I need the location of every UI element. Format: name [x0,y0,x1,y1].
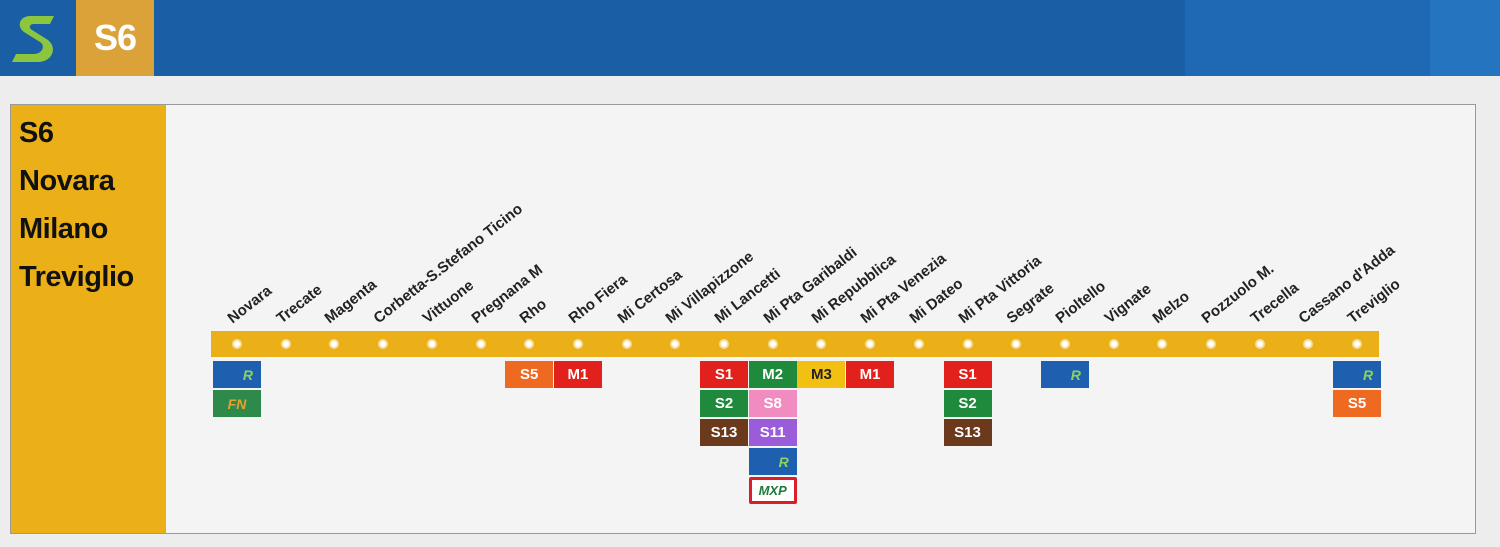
connection-badge-s5: S5 [505,361,554,388]
station-dot [426,339,437,349]
station-dot [280,339,291,349]
station-dot [767,339,778,349]
s-logo-icon [0,0,76,76]
station-dot [865,339,876,349]
route-origin: Novara [19,165,115,197]
route-title-column: S6 Novara Milano Treviglio [11,105,166,533]
connection-badge-r: R [1333,361,1382,388]
header-bar [0,0,1500,76]
station-dot [1108,339,1119,349]
connection-badge-s1: S1 [943,361,992,388]
connection-badge-s2: S2 [943,390,992,417]
connection-badge-s5: S5 [1333,390,1382,417]
station-dot [1254,339,1265,349]
station-dot [1206,339,1216,349]
connection-badge-m1: M1 [846,361,895,388]
station-dot [621,339,632,349]
connection-badge-s8: S8 [748,390,797,417]
station-dot [719,339,729,349]
connection-badge-m3: M3 [797,361,846,388]
station-dot [1059,339,1070,349]
station-dot [475,339,486,349]
station-dot [670,339,681,349]
connection-badge-s13: S13 [943,419,992,446]
route-destination: Treviglio [19,261,134,293]
connection-badge-r: R [1040,361,1089,388]
connection-badge-s1: S1 [700,361,748,388]
station-dot [962,339,973,349]
connection-badge-m1: M1 [553,361,602,388]
line-code-badge: S6 [76,0,154,76]
route-line-name: S6 [19,117,54,149]
connection-badge-fn: FN [213,390,261,417]
station-dot [572,339,583,349]
header-shade-edge [1430,0,1500,76]
connection-badge-s2: S2 [700,390,748,417]
connection-badge-m2: M2 [748,361,797,388]
connection-badge-s11: S11 [748,419,797,446]
route-via: Milano [19,213,108,245]
station-dot [329,339,340,349]
connection-badge-s13: S13 [700,419,748,446]
station-dot [378,339,389,349]
connection-badge-r: R [748,448,797,475]
station-dot [1011,339,1022,349]
route-panel [10,104,1476,534]
station-dot [816,339,827,349]
station-dot [232,339,242,349]
route-track [211,331,1379,357]
connection-badge-mxp: MXP [748,477,797,504]
station-dot [913,339,924,349]
station-dot [1303,339,1314,349]
station-dot [1352,339,1363,349]
connection-badge-r: R [213,361,261,388]
station-dot [1157,339,1168,349]
station-dot [524,339,535,349]
